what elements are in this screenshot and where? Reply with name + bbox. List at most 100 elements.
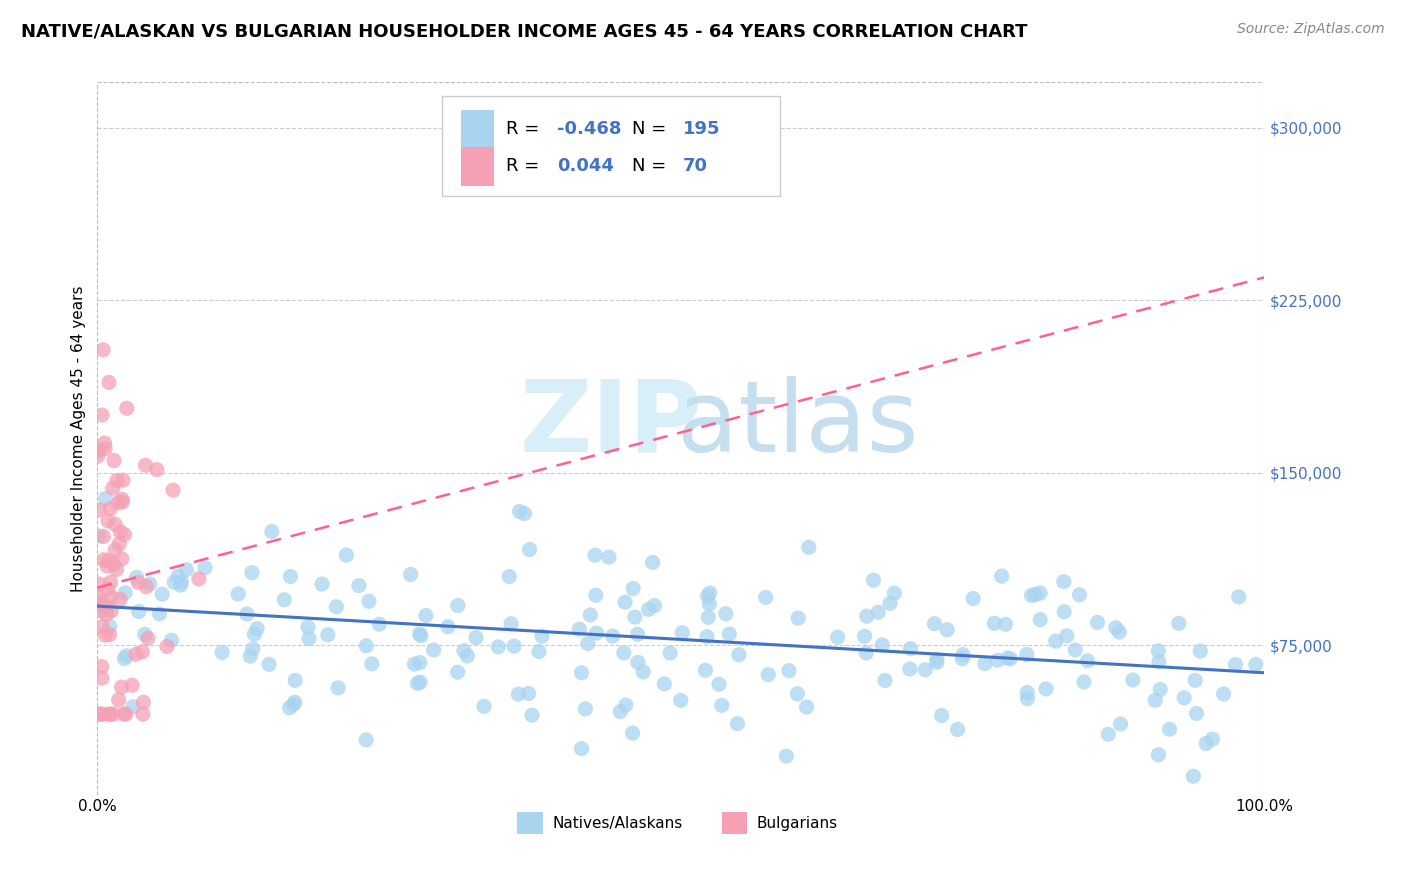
Point — [508, 687, 530, 701]
Point — [93, 529, 115, 543]
Point — [90, 707, 112, 722]
Point — [727, 716, 749, 731]
Point — [108, 592, 131, 607]
Point — [710, 698, 733, 713]
Point — [368, 617, 391, 632]
Point — [898, 662, 921, 676]
Point — [952, 648, 974, 662]
Point — [530, 629, 553, 643]
Point — [131, 645, 153, 659]
Point — [707, 677, 730, 691]
Point — [101, 481, 124, 495]
Point — [699, 586, 721, 600]
Point — [1045, 634, 1067, 648]
Text: N =: N = — [631, 157, 672, 176]
Point — [260, 524, 283, 539]
Point — [97, 582, 120, 596]
Point — [579, 607, 602, 622]
Point — [696, 630, 718, 644]
Point — [872, 638, 894, 652]
Point — [111, 551, 134, 566]
Point — [239, 649, 262, 664]
Point — [1182, 769, 1205, 783]
Point — [1097, 727, 1119, 741]
Bar — [721, 813, 748, 834]
Point — [409, 675, 432, 690]
Point — [728, 648, 751, 662]
Point — [100, 604, 122, 618]
Point — [1000, 652, 1022, 666]
Point — [103, 558, 125, 572]
Point — [146, 463, 169, 477]
Point — [93, 436, 115, 450]
Point — [1021, 589, 1043, 603]
Point — [326, 681, 349, 695]
Point — [409, 656, 432, 670]
Point — [86, 450, 108, 464]
Point — [138, 577, 160, 591]
Point — [94, 442, 117, 456]
Point — [486, 640, 509, 654]
Point — [115, 401, 138, 416]
Point — [1056, 629, 1078, 643]
Point — [855, 646, 877, 660]
Point — [160, 633, 183, 648]
Point — [104, 517, 127, 532]
Point — [98, 628, 121, 642]
Point — [508, 504, 530, 518]
Point — [103, 453, 125, 467]
Point — [627, 656, 650, 670]
Point — [284, 695, 307, 709]
Y-axis label: Householder Income Ages 45 - 64 years: Householder Income Ages 45 - 64 years — [72, 285, 86, 591]
Point — [1029, 613, 1052, 627]
Point — [669, 693, 692, 707]
Point — [447, 599, 470, 613]
Point — [1015, 648, 1038, 662]
Point — [637, 602, 659, 616]
Point — [93, 598, 115, 612]
Point — [855, 609, 877, 624]
Point — [1069, 588, 1091, 602]
Point — [987, 653, 1010, 667]
Point — [360, 657, 382, 671]
Point — [517, 686, 540, 700]
Point — [994, 617, 1017, 632]
Point — [243, 627, 266, 641]
Point — [585, 626, 607, 640]
Text: 0.044: 0.044 — [557, 157, 614, 176]
Point — [87, 443, 110, 458]
Point — [135, 580, 157, 594]
Point — [520, 708, 543, 723]
Point — [100, 501, 122, 516]
Point — [97, 553, 120, 567]
Point — [962, 591, 984, 606]
Point — [97, 707, 120, 722]
Point — [1147, 747, 1170, 762]
Point — [127, 575, 149, 590]
Point — [156, 640, 179, 654]
Point — [990, 569, 1012, 583]
Point — [974, 657, 997, 671]
Point — [347, 578, 370, 592]
Point — [132, 695, 155, 709]
Point — [111, 495, 134, 509]
Text: Bulgarians: Bulgarians — [756, 815, 838, 830]
Point — [112, 707, 135, 722]
Point — [107, 495, 129, 509]
Point — [404, 657, 426, 672]
Point — [1185, 706, 1208, 721]
Point — [242, 641, 264, 656]
Point — [873, 673, 896, 688]
Point — [574, 702, 596, 716]
Point — [89, 707, 111, 722]
Point — [283, 698, 305, 712]
Point — [91, 408, 114, 422]
Point — [1053, 574, 1076, 589]
Point — [187, 572, 209, 586]
Point — [91, 619, 114, 633]
Point — [950, 652, 973, 666]
Point — [194, 560, 217, 574]
Point — [697, 597, 720, 611]
Point — [132, 707, 155, 722]
Point — [1053, 605, 1076, 619]
